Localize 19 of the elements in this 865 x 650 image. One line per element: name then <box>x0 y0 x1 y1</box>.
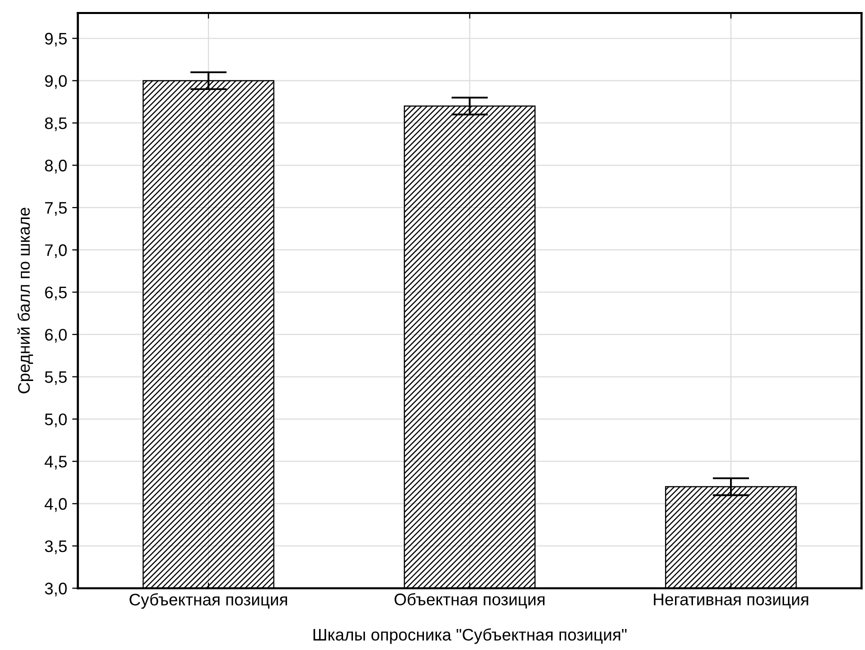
y-tick-label: 6,5 <box>45 286 67 300</box>
y-tick-label: 7,5 <box>45 202 67 216</box>
y-tick-label: 4,5 <box>44 456 67 470</box>
y-tick-label: 5,0 <box>44 413 67 428</box>
y-tick-label: 3,0 <box>44 582 67 596</box>
y-tick-label: 9,5 <box>45 32 67 47</box>
y-tick-label: 7,0 <box>45 244 67 258</box>
x-tick-label: Негативная позиция <box>654 594 808 609</box>
y-axis-title: Средний балл по шкале <box>17 208 34 394</box>
y-tick-label: 4,0 <box>44 498 67 512</box>
y-tick-label: 8,0 <box>44 160 67 174</box>
y-tick-label: 3,5 <box>44 540 67 554</box>
y-tick-label: 9,0 <box>45 75 67 89</box>
y-tick-label: 8,5 <box>44 117 67 132</box>
y-tick-label: 6,0 <box>45 328 67 343</box>
x-axis-title: Шкалы опросника "Субъектная позиция" <box>314 628 627 644</box>
y-tick-label: 5,5 <box>44 371 67 385</box>
x-tick-label: Объектная позиция <box>394 592 544 609</box>
x-tick-label: Субъектная позиция <box>130 593 288 609</box>
